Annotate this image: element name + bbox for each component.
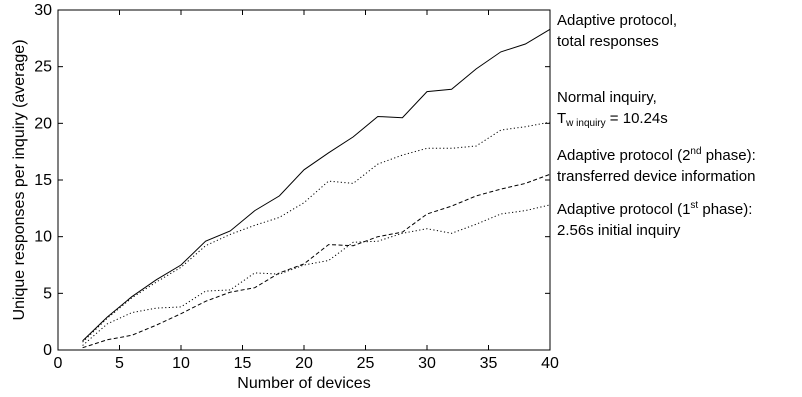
annotation-superscript: nd [690,146,702,157]
annotation-normal-inquiry: Normal inquiry, Tw inquiry = 10.24s [557,87,668,129]
t-symbol: T [557,110,567,127]
x-tick-label: 0 [54,355,63,372]
series-lines [82,28,551,349]
axis-ticks: 0 5 10 15 20 25 30 35 40 0 5 10 15 20 25 30 [34,2,559,372]
series-line-4 [82,204,551,346]
annotation-adaptive-total: Adaptive protocol, total responses [557,10,677,52]
x-tick-label: 5 [115,355,124,372]
y-tick-label: 0 [43,342,52,359]
annotation-line: total responses [557,33,659,50]
x-tick-label: 20 [295,355,313,372]
y-tick-label: 10 [34,229,52,246]
annotation-superscript: st [690,200,699,211]
annotation-line: Normal inquiry, [557,89,657,106]
y-tick-label: 20 [34,115,52,132]
y-tick-label: 25 [34,59,52,76]
series-line-2 [82,121,551,343]
annotation-text: Adaptive protocol (1 [557,201,691,218]
t-subscript: w inquiry [566,118,606,129]
x-tick-label: 25 [357,355,375,372]
annotation-line: transferred device information [557,168,756,185]
x-tick-label: 40 [541,355,559,372]
annotation-line: 2.56s initial inquiry [557,222,681,239]
x-tick-label: 15 [234,355,252,372]
annotation-second-phase: Adaptive protocol (2nd phase): transferr… [557,145,756,187]
annotation-text: phase): [698,201,753,218]
annotation-line: Tw inquiry = 10.24s [557,108,668,129]
series-line-1 [82,28,551,342]
t-value: = 10.24s [605,110,668,127]
y-axis-label: Unique responses per inquiry (average) [11,39,28,320]
annotation-first-phase: Adaptive protocol (1st phase): 2.56s ini… [557,199,752,241]
y-tick-label: 5 [43,285,52,302]
x-tick-label: 35 [480,355,498,372]
y-tick-label: 30 [34,2,52,19]
annotation-line: Adaptive protocol (1st phase): [557,199,752,220]
annotation-text: phase): [701,147,756,164]
annotation-line: Adaptive protocol, [557,12,678,29]
annotation-text: Adaptive protocol (2 [557,147,691,164]
x-tick-label: 30 [418,355,436,372]
x-tick-label: 10 [172,355,190,372]
x-axis-label: Number of devices [237,375,370,392]
series-line-3 [82,173,551,349]
y-tick-label: 15 [34,172,52,189]
plot-area [57,9,551,351]
annotation-line: Adaptive protocol (2nd phase): [557,145,756,166]
